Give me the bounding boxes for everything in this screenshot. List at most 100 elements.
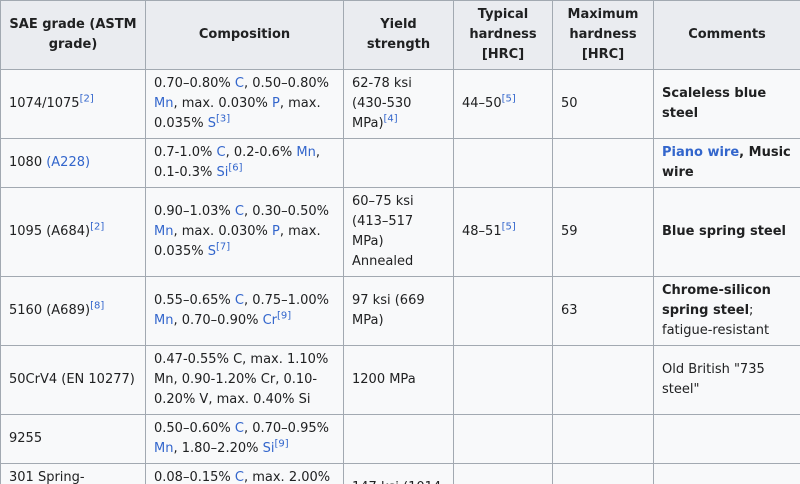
citation-ref[interactable]: [5] bbox=[502, 222, 516, 233]
cell-composition: 0.70–0.80% C, 0.50–0.80% Mn, max. 0.030%… bbox=[145, 69, 344, 139]
cell-text: ; fatigue-resistant bbox=[662, 303, 770, 338]
column-header-comments: Comments bbox=[653, 0, 800, 70]
cell-text: , max. 2.00% bbox=[243, 470, 331, 484]
cell-text: , 0.70–0.90% bbox=[173, 313, 263, 328]
wiki-link[interactable]: C bbox=[234, 204, 244, 219]
wiki-link[interactable]: Piano wire bbox=[662, 145, 740, 160]
wiki-link[interactable]: C bbox=[234, 470, 244, 484]
cell-text: 0.90–1.03% bbox=[154, 204, 235, 219]
wiki-link[interactable]: Mn bbox=[154, 441, 174, 456]
cell-text: 0.08–0.15% bbox=[154, 470, 235, 484]
citation-ref-link[interactable]: [2] bbox=[79, 93, 94, 105]
cell-text: 60–75 ksi (413–517 MPa) Annealed bbox=[352, 194, 414, 269]
cell-text: , 0.75–1.00% bbox=[243, 293, 329, 308]
cell-grade: 9255 bbox=[0, 414, 146, 464]
wiki-link[interactable]: C bbox=[234, 421, 244, 436]
cell-text: 1095 (A684) bbox=[9, 224, 91, 239]
wiki-link[interactable]: Cr bbox=[262, 313, 278, 328]
cell-text: , 0.1-0.3% bbox=[154, 145, 321, 180]
citation-ref-link[interactable]: [8] bbox=[90, 300, 105, 312]
wiki-link[interactable]: P bbox=[272, 224, 280, 239]
cell-max-hardness bbox=[552, 138, 654, 188]
cell-text: , max. 0.030% bbox=[173, 224, 273, 239]
cell-text: 50 bbox=[561, 96, 578, 111]
cell-text: , 0.50–0.80% bbox=[243, 76, 329, 91]
citation-ref[interactable]: [4] bbox=[384, 114, 398, 125]
citation-ref-link[interactable]: [3] bbox=[215, 113, 231, 125]
wiki-link[interactable]: P bbox=[272, 96, 280, 111]
cell-grade: 1080 (A228) bbox=[0, 138, 146, 188]
table-row: 5160 (A689)[8] 0.55–0.65% C, 0.75–1.00% M… bbox=[0, 276, 800, 346]
cell-text: 97 ksi (669 MPa) bbox=[352, 293, 425, 328]
cell-typical-hardness bbox=[453, 138, 553, 188]
cell-text: 301 Spring-tempered bbox=[9, 470, 85, 484]
cell-grade: 1074/1075[2] bbox=[0, 69, 146, 139]
citation-ref[interactable]: [5] bbox=[502, 94, 516, 105]
wiki-link[interactable]: C bbox=[234, 76, 244, 91]
wiki-link[interactable]: Mn bbox=[154, 224, 174, 239]
cell-grade: 5160 (A689)[8] bbox=[0, 276, 146, 346]
citation-ref[interactable]: [9] bbox=[277, 311, 291, 322]
cell-composition: 0.7-1.0% C, 0.2-0.6% Mn, 0.1-0.3% Si[6] bbox=[145, 138, 344, 188]
cell-comments: Old British "735 steel" bbox=[653, 345, 800, 415]
citation-ref[interactable]: [2] bbox=[90, 222, 104, 233]
cell-comments: Scaleless blue steel bbox=[653, 69, 800, 139]
column-header-composition: Composition bbox=[145, 0, 344, 70]
cell-text: 9255 bbox=[9, 431, 43, 446]
cell-typical-hardness bbox=[453, 276, 553, 346]
cell-typical-hardness bbox=[453, 463, 553, 484]
cell-text: 1080 bbox=[9, 155, 47, 170]
wiki-link[interactable]: S bbox=[207, 116, 216, 131]
citation-ref-link[interactable]: [6] bbox=[228, 162, 243, 174]
cell-yield-strength: 60–75 ksi (413–517 MPa) Annealed bbox=[343, 187, 454, 277]
wiki-link[interactable]: S bbox=[207, 244, 216, 259]
cell-composition: 0.08–0.15% C, max. 2.00% Mn, 16.00–18.00… bbox=[145, 463, 344, 484]
table-row: 1080 (A228) 0.7-1.0% C, 0.2-0.6% Mn, 0.1-… bbox=[0, 138, 800, 188]
wiki-link[interactable]: Mn bbox=[154, 96, 174, 111]
cell-grade: 301 Spring-tempered stainless steel (A66… bbox=[0, 463, 146, 484]
table-body: 1074/1075[2] 0.70–0.80% C, 0.50–0.80% Mn,… bbox=[0, 69, 800, 484]
column-header-grade: SAE grade (ASTM grade) bbox=[0, 0, 146, 70]
cell-text: , 0.30–0.50% bbox=[243, 204, 329, 219]
wiki-link[interactable]: C bbox=[216, 145, 226, 160]
table-row: 50CrV4 (EN 10277) 0.47-0.55% C, max. 1.10… bbox=[0, 345, 800, 415]
cell-text: 0.70–0.80% bbox=[154, 76, 235, 91]
citation-ref[interactable]: [2] bbox=[80, 94, 94, 105]
cell-comments: Chrome-silicon spring steel; fatigue-res… bbox=[653, 276, 800, 346]
citation-ref[interactable]: [9] bbox=[274, 439, 288, 450]
cell-typical-hardness: 48–51[5] bbox=[453, 187, 553, 277]
wiki-link[interactable]: Si bbox=[262, 441, 275, 456]
cell-text: 50CrV4 (EN 10277) bbox=[9, 372, 135, 387]
citation-ref-link[interactable]: [4] bbox=[383, 113, 398, 125]
cell-max-hardness bbox=[552, 345, 654, 415]
citation-ref-link[interactable]: [9] bbox=[277, 310, 292, 322]
cell-yield-strength: 62-78 ksi (430-530 MPa)[4] bbox=[343, 69, 454, 139]
wiki-link[interactable]: Mn bbox=[296, 145, 316, 160]
citation-ref-link[interactable]: [5] bbox=[501, 221, 516, 233]
cell-text: Old British "735 steel" bbox=[662, 362, 765, 397]
citation-ref[interactable]: [6] bbox=[228, 163, 242, 174]
cell-text: 1200 MPa bbox=[352, 372, 416, 387]
citation-ref-link[interactable]: [5] bbox=[501, 93, 516, 105]
wiki-link[interactable]: (A228) bbox=[46, 155, 91, 170]
wiki-link[interactable]: C bbox=[234, 293, 244, 308]
cell-typical-hardness bbox=[453, 414, 553, 464]
citation-ref[interactable]: [8] bbox=[90, 301, 104, 312]
citation-ref[interactable]: [3] bbox=[216, 114, 230, 125]
column-header-typical-hardness: Typical hardness [HRC] bbox=[453, 0, 553, 70]
citation-ref[interactable]: [7] bbox=[216, 242, 230, 253]
cell-yield-strength bbox=[343, 138, 454, 188]
citation-ref-link[interactable]: [9] bbox=[274, 438, 289, 450]
cell-max-hardness bbox=[552, 414, 654, 464]
cell-text: , 1.80–2.20% bbox=[173, 441, 263, 456]
wiki-link[interactable]: Mn bbox=[154, 313, 174, 328]
cell-text: 62-78 ksi (430-530 MPa) bbox=[352, 76, 412, 131]
wiki-link[interactable]: Si bbox=[216, 165, 229, 180]
emphasis-text: Chrome-silicon spring steel bbox=[662, 283, 771, 318]
cell-composition: 0.90–1.03% C, 0.30–0.50% Mn, max. 0.030%… bbox=[145, 187, 344, 277]
citation-ref-link[interactable]: [7] bbox=[215, 241, 231, 253]
citation-ref-link[interactable]: [2] bbox=[90, 221, 105, 233]
cell-typical-hardness: 44–50[5] bbox=[453, 69, 553, 139]
